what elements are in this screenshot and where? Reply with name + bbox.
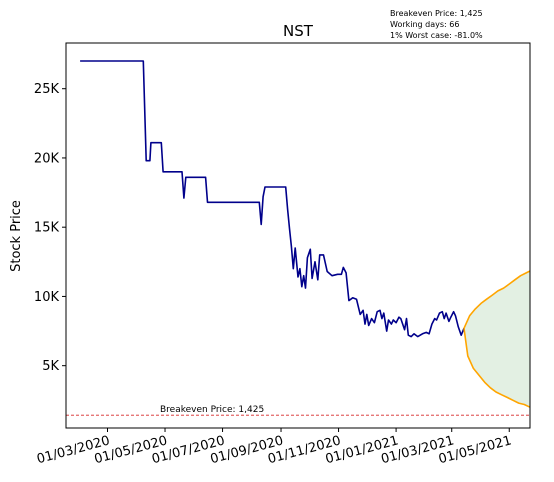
chart-title: NST [283, 22, 314, 40]
historical-price-line [80, 60, 465, 338]
y-tick-label: 20K [34, 151, 60, 166]
y-tick-label: 5K [42, 359, 59, 374]
info-line-breakeven: Breakeven Price: 1,425 [390, 9, 483, 18]
y-tick-label: 15K [34, 221, 60, 236]
projection-band [464, 271, 530, 408]
breakeven-label: Breakeven Price: 1,425 [160, 405, 264, 415]
plot-clip-group [66, 60, 530, 416]
plot-frame [65, 42, 531, 429]
info-box: Breakeven Price: 1,425 Working days: 66 … [390, 9, 483, 40]
x-axis-ticks: 01/03/202001/05/202001/07/202001/09/2020… [35, 428, 513, 467]
plot-area [66, 60, 530, 416]
y-axis-label: Stock Price [9, 200, 24, 272]
info-line-working-days: Working days: 66 [390, 20, 459, 29]
projection-lower-line [463, 328, 530, 409]
info-line-worst-case: 1% Worst case: -81.0% [390, 31, 483, 40]
projection-upper-line [463, 270, 530, 329]
y-tick-label: 10K [34, 290, 60, 305]
y-tick-label: 25K [34, 82, 60, 97]
y-axis-ticks: 5K 10K 15K 20K 25K [34, 82, 66, 374]
